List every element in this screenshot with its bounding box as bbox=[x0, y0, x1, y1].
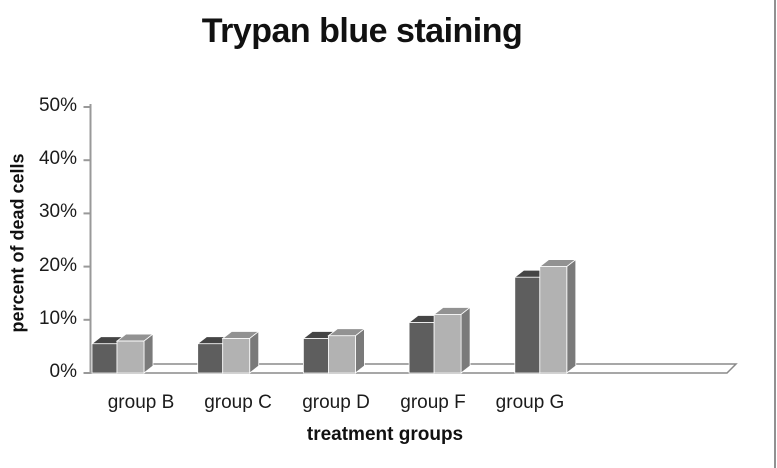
bar-group-f-s2-front bbox=[433, 314, 462, 374]
bar-group-f-s2-side bbox=[460, 306, 471, 374]
category-label: group F bbox=[400, 392, 466, 413]
bar-group-d-s2-side bbox=[354, 327, 365, 374]
y-tick-label: 20% bbox=[38, 254, 77, 276]
y-tick-label: 40% bbox=[38, 148, 77, 170]
bar-group-b-s2-side bbox=[143, 333, 154, 374]
bar-group-d-s1-front bbox=[302, 338, 329, 374]
bar-group-g-s2-front bbox=[539, 266, 568, 374]
bar-group-c-s2-front bbox=[222, 338, 251, 374]
bar-group-f-s1-front bbox=[408, 322, 435, 374]
y-tick-label: 30% bbox=[38, 201, 77, 223]
bar-group-b-s2-front bbox=[116, 340, 145, 374]
category-label: group B bbox=[107, 392, 175, 413]
bar-group-c-s1-front bbox=[197, 343, 224, 374]
category-label: group C bbox=[204, 392, 272, 413]
y-tick-label: 10% bbox=[38, 307, 77, 329]
chart-title: Trypan blue staining bbox=[201, 12, 523, 50]
bar-group-d-s2-front bbox=[327, 335, 356, 374]
bar-group-g-s2-side bbox=[566, 258, 577, 374]
bar-group-g-s1-front bbox=[514, 276, 541, 374]
y-tick-label: 50% bbox=[38, 95, 77, 116]
category-label: group D bbox=[302, 392, 370, 413]
right-frame-border bbox=[774, 0, 776, 468]
category-label: group G bbox=[495, 392, 565, 413]
x-axis-title: treatment groups bbox=[306, 424, 464, 445]
y-tick-label: 0% bbox=[49, 361, 77, 382]
bar-group-c-s2-side bbox=[249, 330, 260, 374]
bar-group-b-s1-front bbox=[91, 343, 118, 374]
